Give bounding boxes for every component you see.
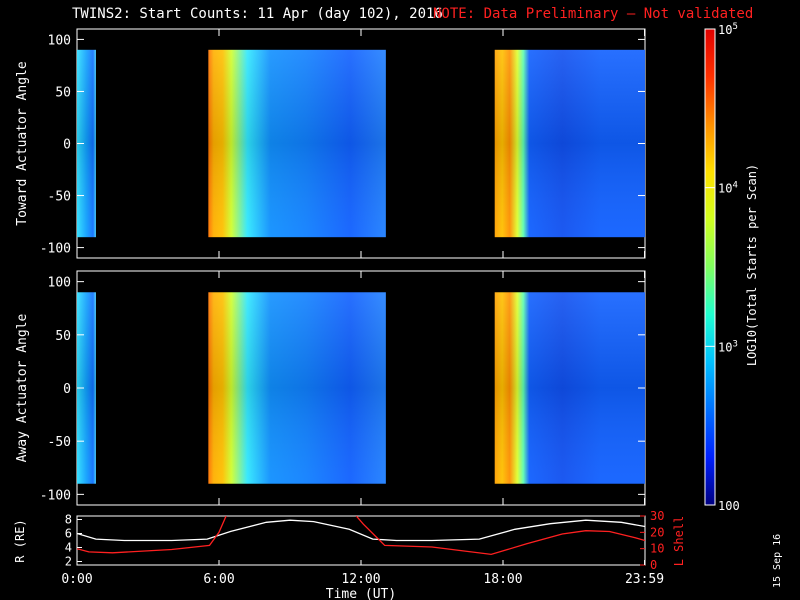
lshell-line-3 xyxy=(355,516,645,556)
away-data-block-shade-2 xyxy=(208,292,386,484)
away-data-block-shade-1 xyxy=(77,292,96,484)
r-axis-label: R (RE) xyxy=(13,519,27,562)
toward-data-block-shade-2 xyxy=(208,49,386,238)
colorbar-tick-label: 100 xyxy=(718,499,740,513)
toward-ytick-label: 50 xyxy=(55,85,71,100)
colorbar-tick-label: 105 xyxy=(718,22,738,37)
lshell-line-2 xyxy=(77,516,227,554)
colorbar-tick-label: 103 xyxy=(718,339,738,354)
r-axis-tick-label: 6 xyxy=(65,527,72,541)
away-ytick-label: -100 xyxy=(40,488,71,503)
toward-ylabel: Toward Actuator Angle xyxy=(15,61,30,226)
colorbar-tick-label: 104 xyxy=(718,181,738,196)
lshell-axis-tick-label: 20 xyxy=(650,525,664,539)
away-ytick-label: 0 xyxy=(63,382,71,397)
r-axis-tick-label: 2 xyxy=(65,555,72,569)
toward-ytick-label: -100 xyxy=(40,242,71,257)
r-distance-line-1 xyxy=(77,519,645,542)
time-tick-label: 23:59 xyxy=(625,572,664,587)
lshell-axis-label: L Shell xyxy=(672,516,686,567)
away-ytick-label: -50 xyxy=(48,435,71,450)
lshell-axis-tick-label: 0 xyxy=(650,558,657,572)
time-tick-label: 12:00 xyxy=(341,572,380,587)
lshell-axis-tick-label: 30 xyxy=(650,509,664,523)
away-ytick-label: 100 xyxy=(48,276,71,291)
preliminary-note: NOTE: Data Preliminary – Not validated xyxy=(433,6,754,22)
lshell-axis-tick-label: 10 xyxy=(650,542,664,556)
time-tick-label: 0:00 xyxy=(61,572,92,587)
away-ylabel: Away Actuator Angle xyxy=(15,313,30,462)
away-data-block-shade-3 xyxy=(494,292,645,484)
chart-title: TWINS2: Start Counts: 11 Apr (day 102), … xyxy=(72,6,443,22)
generation-date-stamp: 15 Sep 16 xyxy=(772,533,783,588)
r-axis-tick-label: 4 xyxy=(65,541,72,555)
toward-ytick-label: 0 xyxy=(63,138,71,153)
toward-ytick-label: 100 xyxy=(48,33,71,48)
r-axis-tick-label: 8 xyxy=(65,513,72,527)
colorbar-label: LOG10(Total Starts per Scan) xyxy=(745,163,759,367)
away-ytick-label: 50 xyxy=(55,329,71,344)
time-tick-label: 18:00 xyxy=(483,572,522,587)
toward-ytick-label: -50 xyxy=(48,190,71,205)
colorbar xyxy=(704,28,716,506)
time-tick-label: 6:00 xyxy=(203,572,234,587)
time-axis-label: Time (UT) xyxy=(326,587,396,600)
toward-data-block-shade-1 xyxy=(77,49,96,238)
toward-data-block-shade-3 xyxy=(494,49,645,238)
